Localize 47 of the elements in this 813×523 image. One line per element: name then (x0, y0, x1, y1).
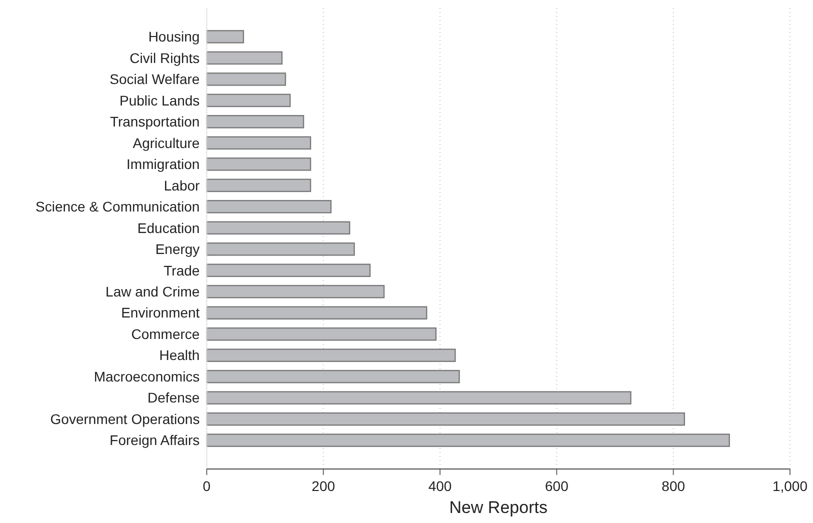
x-tick-label: 400 (428, 478, 452, 494)
y-tick-label: Education (137, 220, 200, 236)
bar (206, 284, 385, 298)
bar (206, 158, 312, 171)
x-tick-label: 1,000 (772, 478, 808, 494)
y-tick-label: Public Lands (120, 92, 200, 108)
bar (206, 348, 456, 362)
y-tick-label: Science & Communication (36, 198, 200, 215)
y-tick-label: Foreign Affairs (110, 432, 200, 448)
x-tick-label: 200 (312, 478, 336, 494)
bar (206, 94, 291, 108)
y-tick-label: Government Operations (50, 410, 200, 427)
bar (206, 391, 632, 404)
y-tick-label: Environment (121, 304, 200, 321)
y-tick-label: Labor (164, 177, 200, 194)
y-tick-label: Trade (164, 262, 200, 278)
x-tick-label: 600 (545, 478, 569, 494)
bar (206, 242, 355, 256)
x-tick-label: 0 (202, 478, 211, 494)
bar (206, 306, 428, 320)
y-tick-label: Social Welfare (110, 71, 200, 88)
y-tick-label: Transportation (110, 114, 200, 130)
bar (206, 264, 371, 278)
y-tick-label: Agriculture (132, 134, 200, 151)
bar (206, 412, 686, 426)
bar (206, 327, 437, 341)
y-tick-label: Immigration (126, 156, 200, 172)
y-tick-label: Commerce (131, 326, 200, 342)
bar (206, 434, 730, 447)
bar (206, 136, 312, 150)
bar (206, 370, 460, 384)
x-tick-label: 800 (662, 478, 686, 494)
y-tick-label: Macroeconomics (94, 368, 200, 384)
y-tick-label: Energy (155, 241, 200, 258)
y-tick-label: Housing (148, 28, 200, 45)
bar (206, 178, 312, 192)
bar (206, 221, 350, 235)
y-tick-label: Law and Crime (106, 284, 200, 300)
bar (206, 51, 283, 65)
x-axis-title: New Reports (449, 498, 548, 517)
y-tick-label: Health (159, 347, 200, 364)
y-tick-label: Civil Rights (130, 50, 200, 66)
bar (206, 200, 332, 214)
bar (206, 115, 304, 128)
bar (206, 72, 286, 86)
y-tick-label: Defense (148, 390, 200, 406)
bar (206, 30, 244, 44)
